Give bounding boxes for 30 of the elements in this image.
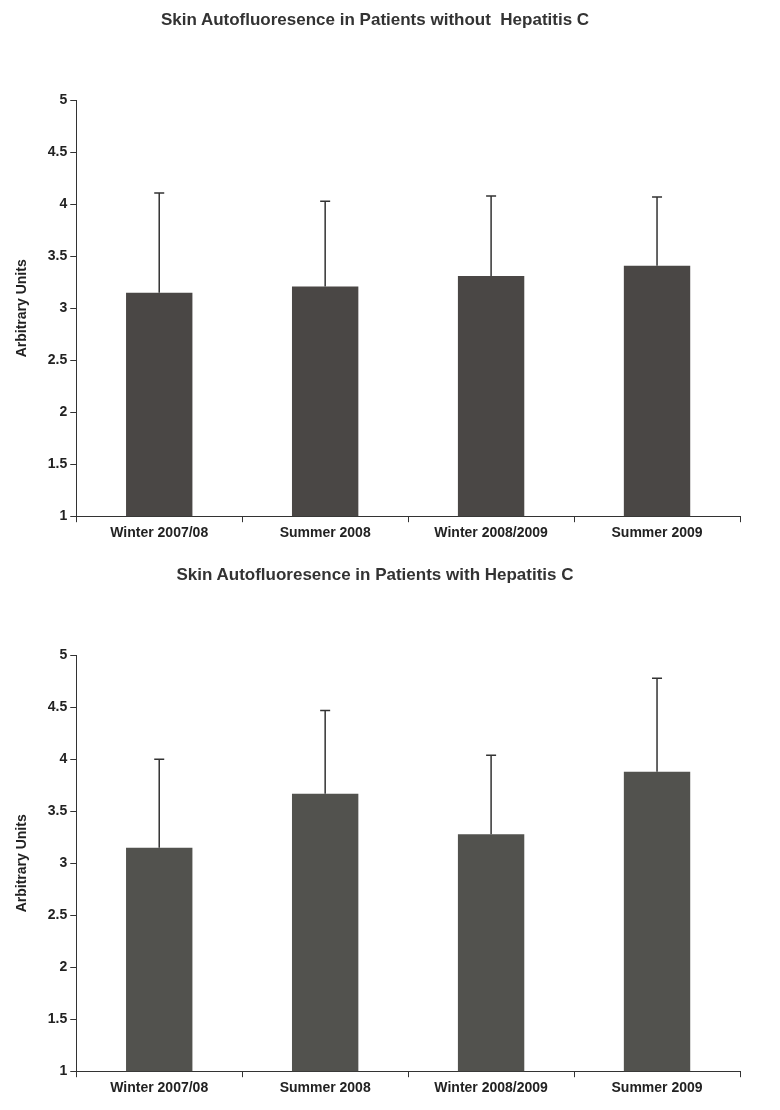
y-tick-label: 3.5 (47, 247, 68, 264)
x-tick-label: Summer 2008 (279, 524, 371, 541)
x-tick-label: Summer 2008 (279, 1079, 371, 1096)
y-tick-label: 3 (59, 854, 68, 871)
y-tick-label: 1.5 (47, 1010, 68, 1027)
chart-title: Skin Autofluoresence in Patients without Hepatitis C (160, 9, 590, 29)
y-tick-label: 2 (59, 958, 68, 975)
y-tick-label: 4.5 (47, 143, 68, 160)
y-tick-label: 2 (59, 403, 68, 420)
y-tick-label: 5 (59, 646, 68, 663)
y-tick-label: 1.5 (47, 455, 68, 472)
y-axis-title: Arbitrary Units (13, 814, 30, 913)
y-tick-label: 4 (59, 750, 68, 767)
x-tick-label: Summer 2009 (611, 1079, 703, 1096)
x-tick-label: Winter 2007/08 (110, 1079, 209, 1096)
x-tick-label: Winter 2007/08 (110, 524, 209, 541)
y-tick-label: 2.5 (47, 906, 68, 923)
x-tick-label: Winter 2008/2009 (434, 1079, 549, 1096)
y-tick-label: 2.5 (47, 351, 68, 368)
y-tick-label: 1 (59, 507, 68, 524)
x-tick-label: Winter 2008/2009 (434, 524, 549, 541)
y-axis-title: Arbitrary Units (13, 259, 30, 358)
y-tick-label: 3.5 (47, 802, 68, 819)
y-tick-label: 5 (59, 91, 68, 108)
chart-title: Skin Autofluoresence in Patients with Hepatitis C (176, 564, 574, 584)
y-tick-label: 4 (59, 195, 68, 212)
y-tick-label: 3 (59, 299, 68, 316)
x-tick-label: Summer 2009 (611, 524, 703, 541)
y-tick-label: 4.5 (47, 698, 68, 715)
y-tick-label: 1 (59, 1062, 68, 1079)
